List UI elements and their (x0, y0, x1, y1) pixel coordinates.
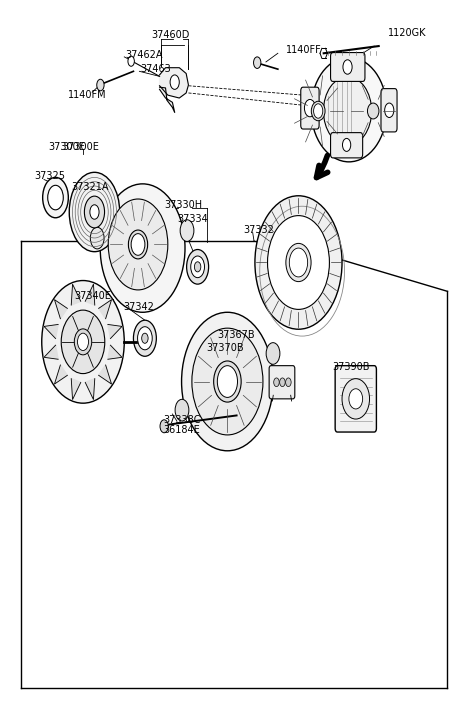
Circle shape (141, 333, 148, 343)
Ellipse shape (192, 328, 263, 435)
Polygon shape (54, 300, 67, 318)
Circle shape (266, 342, 279, 364)
Circle shape (217, 366, 237, 398)
Circle shape (175, 399, 188, 421)
Ellipse shape (348, 389, 362, 409)
Text: 37462A: 37462A (125, 49, 163, 60)
Circle shape (84, 196, 104, 228)
Circle shape (342, 60, 351, 74)
FancyBboxPatch shape (330, 52, 364, 81)
Text: 37321A: 37321A (71, 182, 109, 192)
Circle shape (186, 249, 208, 284)
Text: 1120GK: 1120GK (387, 28, 425, 38)
Polygon shape (54, 365, 67, 384)
Polygon shape (107, 324, 122, 339)
Text: 37342: 37342 (123, 302, 153, 312)
Ellipse shape (311, 101, 325, 121)
Text: 37370B: 37370B (206, 342, 244, 353)
Ellipse shape (213, 361, 241, 402)
Circle shape (77, 333, 88, 350)
Text: 37325: 37325 (34, 171, 65, 181)
Polygon shape (85, 284, 94, 305)
Polygon shape (107, 345, 122, 359)
Text: 1140FF: 1140FF (286, 44, 321, 55)
Text: 37330H: 37330H (164, 200, 202, 210)
Circle shape (289, 248, 307, 277)
Polygon shape (85, 379, 94, 400)
Ellipse shape (310, 57, 386, 162)
Circle shape (342, 138, 350, 151)
Ellipse shape (341, 379, 369, 419)
Circle shape (133, 320, 156, 356)
Polygon shape (99, 365, 111, 384)
Text: 37334: 37334 (176, 214, 207, 224)
Circle shape (90, 205, 99, 220)
Circle shape (180, 220, 194, 241)
Ellipse shape (367, 103, 378, 119)
Ellipse shape (323, 77, 371, 145)
Text: 37338C: 37338C (163, 415, 200, 425)
Ellipse shape (128, 230, 147, 259)
Polygon shape (99, 300, 111, 318)
FancyBboxPatch shape (330, 132, 362, 158)
Circle shape (273, 378, 279, 387)
FancyBboxPatch shape (380, 89, 396, 132)
Circle shape (253, 57, 260, 68)
FancyBboxPatch shape (300, 87, 319, 129)
Circle shape (48, 185, 63, 210)
Circle shape (304, 100, 315, 117)
Polygon shape (159, 87, 174, 113)
Ellipse shape (181, 313, 273, 451)
Polygon shape (44, 324, 58, 339)
Circle shape (90, 228, 104, 249)
Circle shape (313, 104, 322, 119)
Text: 37460D: 37460D (150, 31, 189, 40)
Circle shape (97, 79, 104, 91)
Circle shape (190, 256, 204, 278)
Circle shape (194, 262, 200, 272)
Polygon shape (71, 379, 81, 400)
Circle shape (170, 75, 179, 89)
Text: 37390B: 37390B (331, 362, 369, 372)
Circle shape (279, 378, 285, 387)
Ellipse shape (108, 199, 168, 290)
Circle shape (43, 177, 68, 218)
Circle shape (384, 103, 393, 118)
Ellipse shape (254, 196, 341, 329)
Ellipse shape (61, 310, 105, 374)
Text: 37300E: 37300E (49, 142, 85, 152)
Text: 37340E: 37340E (74, 292, 111, 302)
Circle shape (137, 326, 152, 350)
Circle shape (128, 56, 134, 66)
Ellipse shape (267, 216, 329, 310)
Ellipse shape (285, 244, 310, 281)
Text: 36184E: 36184E (163, 425, 200, 435)
Polygon shape (44, 345, 58, 359)
Text: 37463: 37463 (140, 64, 171, 74)
Polygon shape (159, 68, 188, 98)
Ellipse shape (42, 281, 124, 403)
FancyBboxPatch shape (269, 366, 294, 399)
Polygon shape (71, 284, 81, 305)
Text: 37300E: 37300E (62, 142, 99, 152)
Circle shape (285, 378, 290, 387)
Circle shape (69, 172, 119, 252)
Circle shape (160, 419, 168, 433)
Ellipse shape (100, 184, 185, 313)
Circle shape (131, 233, 144, 255)
Text: 37332: 37332 (243, 225, 274, 235)
Text: 1140FM: 1140FM (68, 90, 106, 100)
Text: 37367B: 37367B (217, 329, 254, 340)
FancyBboxPatch shape (334, 366, 375, 432)
Ellipse shape (74, 329, 92, 355)
